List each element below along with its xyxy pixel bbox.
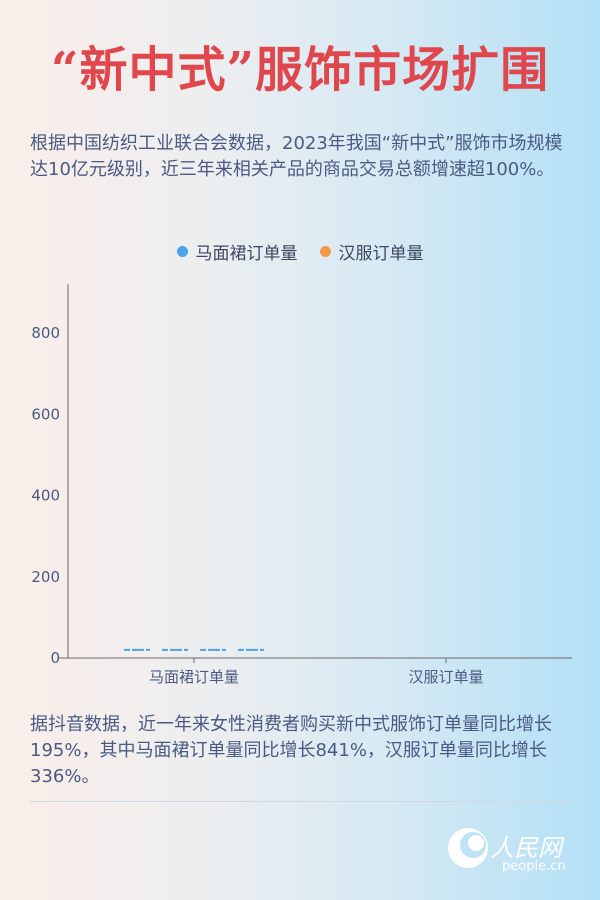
x-tick-label: 汉服订单量 bbox=[408, 668, 483, 686]
chart-legend: 马面裙订单量 汉服订单量 bbox=[0, 239, 600, 264]
y-tick-label: 400 bbox=[31, 487, 60, 505]
legend-dot-icon bbox=[176, 246, 188, 257]
legend-item-hanfu[interactable]: 汉服订单量 bbox=[319, 239, 424, 264]
divider bbox=[30, 801, 570, 802]
legend-item-mamianqun[interactable]: 马面裙订单量 bbox=[176, 239, 298, 264]
people-cn-logo: 人民网 people.cn bbox=[440, 820, 590, 880]
legend-label: 马面裙订单量 bbox=[195, 244, 298, 264]
y-tick-label: 800 bbox=[31, 324, 60, 342]
legend-label: 汉服订单量 bbox=[338, 244, 424, 264]
svg-text:人民网: 人民网 bbox=[490, 834, 565, 862]
intro-paragraph: 根据中国纺织工业联合会数据，2023年我国“新中式”服饰市场规模达10亿元级别，… bbox=[30, 133, 563, 180]
page-title: “新中式”服饰市场扩围 bbox=[50, 42, 550, 98]
x-tick-label: 马面裙订单量 bbox=[149, 668, 239, 686]
svg-text:people.cn: people.cn bbox=[502, 859, 566, 874]
y-tick-label: 600 bbox=[31, 405, 60, 423]
footer-paragraph: 据抖音数据，近一年来女性消费者购买新中式服饰订单量同比增长195%，其中马面裙订… bbox=[30, 714, 552, 787]
bar-chart: 0 200 400 600 800 马面裙订单量 汉服订单量 bbox=[31, 284, 572, 686]
y-tick-label: 0 bbox=[50, 649, 60, 667]
legend-dot-icon bbox=[319, 246, 331, 257]
y-tick-label: 200 bbox=[31, 568, 60, 586]
